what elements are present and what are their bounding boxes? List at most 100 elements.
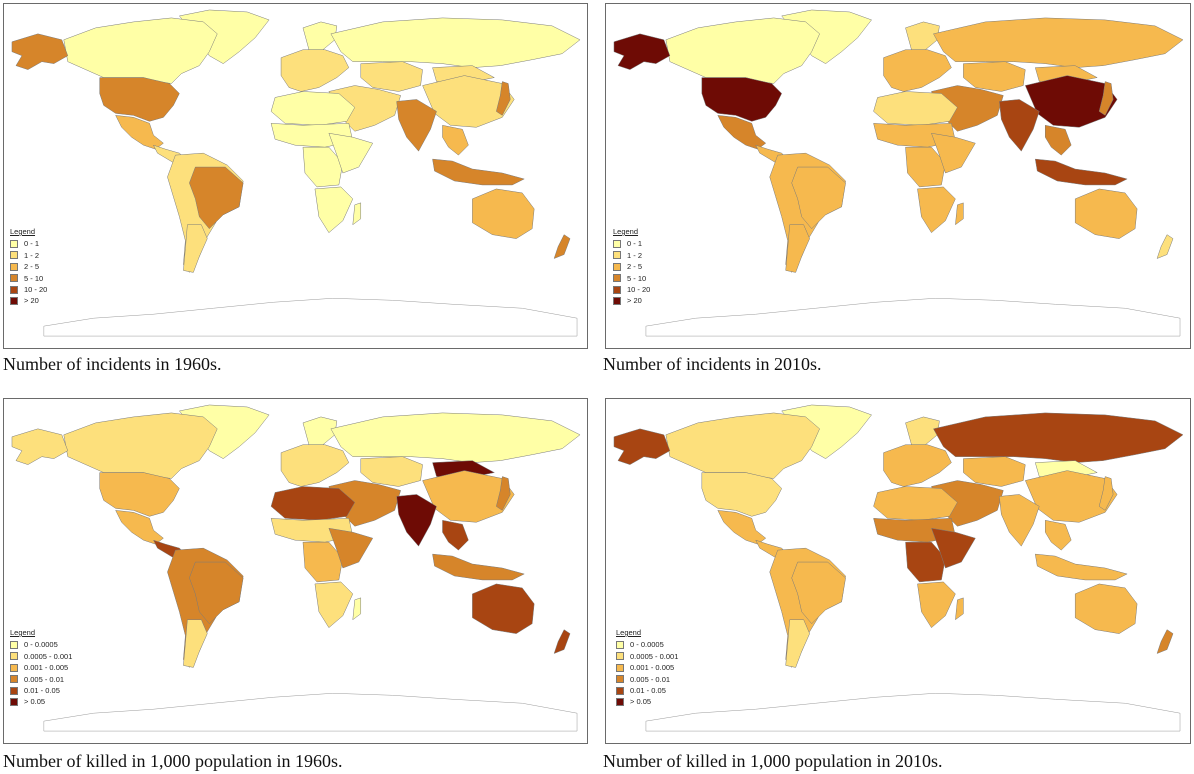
legend-swatch [10, 663, 18, 672]
region-india [396, 99, 437, 152]
region-central-asia [963, 456, 1026, 487]
legend-swatch [10, 675, 18, 684]
legend-label: > 20 [24, 296, 39, 306]
legend-item: > 20 [10, 295, 47, 306]
region-mexico [115, 115, 164, 150]
legend-label: 0.005 - 0.01 [630, 674, 671, 684]
legend-item: 5 - 10 [10, 273, 47, 284]
legend-swatch [10, 652, 18, 661]
region-antarctica [645, 693, 1181, 732]
legend-item: 0.005 - 0.01 [616, 674, 678, 685]
legend-item: 0.001 - 0.005 [616, 662, 678, 673]
region-indonesia [432, 553, 525, 581]
region-australia [1074, 583, 1138, 634]
region-india [999, 99, 1040, 152]
map-legend: Legend 0 - 0.0005 0.0005 - 0.001 0.001 - 0… [10, 627, 72, 708]
legend-swatch [10, 251, 18, 260]
region-usa [99, 472, 180, 517]
legend-swatch [613, 251, 621, 260]
region-brazil [189, 561, 244, 625]
legend-swatch [613, 240, 621, 249]
legend-label: 0 - 1 [24, 239, 40, 249]
region-argentina [183, 224, 208, 273]
region-europe [280, 49, 350, 92]
region-china [422, 75, 515, 128]
region-india [999, 494, 1040, 547]
region-australia [472, 188, 535, 239]
region-central-africa [905, 146, 946, 188]
region-brazil [189, 166, 244, 230]
legend-swatch [10, 698, 18, 707]
world-map-incidents-1960s [11, 9, 581, 337]
region-mexico [717, 115, 767, 150]
region-argentina [785, 619, 810, 668]
legend-swatch [616, 641, 624, 650]
legend-item: 0 - 0.0005 [10, 639, 72, 650]
region-madagascar [352, 202, 362, 226]
legend-label: 10 - 20 [627, 284, 651, 294]
region-china [422, 470, 515, 523]
legend-label: 0 - 1 [627, 239, 643, 249]
region-australia [1074, 188, 1138, 239]
region-new-zealand [553, 234, 571, 259]
legend-label: 0 - 0.0005 [24, 640, 58, 650]
legend-swatch [613, 274, 621, 283]
region-alaska [613, 33, 671, 70]
region-europe [883, 49, 952, 92]
region-southern-africa [314, 186, 354, 234]
legend-item: 1 - 2 [10, 250, 47, 261]
legend-item: 0.0005 - 0.001 [10, 651, 72, 662]
legend-label: 0.001 - 0.005 [630, 663, 675, 673]
region-central-africa [905, 541, 946, 583]
region-brazil [791, 561, 846, 625]
region-north-africa [270, 91, 356, 126]
region-new-zealand [1156, 234, 1174, 259]
legend-title: Legend [10, 227, 36, 236]
region-east-africa [328, 132, 374, 174]
region-canada [665, 17, 820, 84]
legend-label: 1 - 2 [24, 250, 40, 260]
region-canada [63, 17, 218, 84]
legend-title: Legend [613, 227, 639, 236]
legend-item: 0 - 1 [10, 238, 47, 249]
region-antarctica [43, 298, 578, 337]
region-usa [701, 77, 783, 122]
legend-swatch [616, 652, 624, 661]
legend-label: 10 - 20 [24, 284, 48, 294]
region-central-africa [302, 541, 344, 583]
legend-item: > 20 [613, 295, 650, 306]
region-indonesia [1034, 158, 1128, 186]
legend-label: 0.0005 - 0.001 [630, 651, 679, 661]
region-indonesia [432, 158, 525, 186]
region-central-asia [963, 61, 1026, 92]
legend-item: 1 - 2 [613, 250, 650, 261]
region-argentina [183, 619, 208, 668]
region-east-africa [328, 527, 374, 569]
legend-label: 5 - 10 [627, 273, 647, 283]
legend-item: 0.01 - 0.05 [10, 685, 72, 696]
legend-item: 0.01 - 0.05 [616, 685, 678, 696]
legend-label: 1 - 2 [627, 250, 643, 260]
legend-item: 10 - 20 [10, 284, 47, 295]
legend-item: 0 - 0.0005 [616, 639, 678, 650]
region-antarctica [645, 298, 1181, 337]
region-southeast-asia [442, 124, 469, 156]
region-alaska [11, 33, 69, 70]
region-russia [933, 17, 1184, 68]
legend-swatch [10, 262, 18, 271]
region-india [396, 494, 437, 547]
region-southern-africa [917, 186, 956, 234]
region-north-africa [873, 91, 958, 126]
region-australia [472, 583, 535, 634]
region-brazil [791, 166, 846, 230]
legend-item: 10 - 20 [613, 284, 650, 295]
legend-swatch [10, 240, 18, 249]
legend-swatch [10, 285, 18, 294]
legend-item: 0 - 1 [613, 238, 650, 249]
region-usa [701, 472, 783, 517]
world-map-killed-1960s [11, 404, 581, 732]
map-panel-killed-2010s: Legend 0 - 0.0005 0.0005 - 0.001 0.001 - 0… [605, 398, 1191, 744]
legend-item: > 0.05 [10, 696, 72, 707]
region-china [1024, 75, 1118, 128]
